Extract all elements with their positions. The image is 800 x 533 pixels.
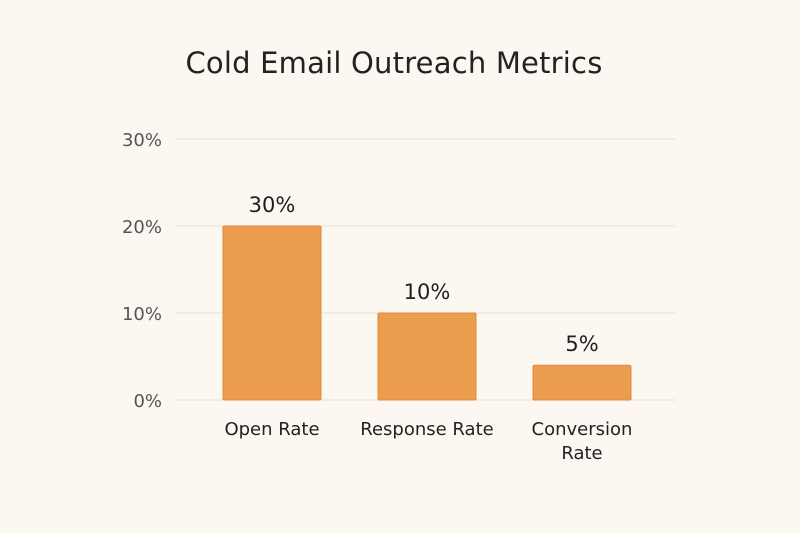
data-label: 5% xyxy=(565,332,598,356)
category-label: Open Rate xyxy=(224,419,319,440)
category-label: Rate xyxy=(561,443,602,464)
bar xyxy=(377,312,477,401)
y-tick-label: 10% xyxy=(122,304,162,325)
data-label: 10% xyxy=(404,280,451,304)
y-tick-label: 20% xyxy=(122,217,162,238)
category-label: Response Rate xyxy=(360,419,493,440)
bar xyxy=(532,364,632,401)
bar xyxy=(222,225,322,401)
chart-title: Cold Email Outreach Metrics xyxy=(185,46,603,80)
data-label: 30% xyxy=(249,193,296,217)
y-tick-label: 30% xyxy=(122,130,162,151)
y-tick-label: 0% xyxy=(133,391,162,412)
category-label: Conversion xyxy=(532,419,633,440)
